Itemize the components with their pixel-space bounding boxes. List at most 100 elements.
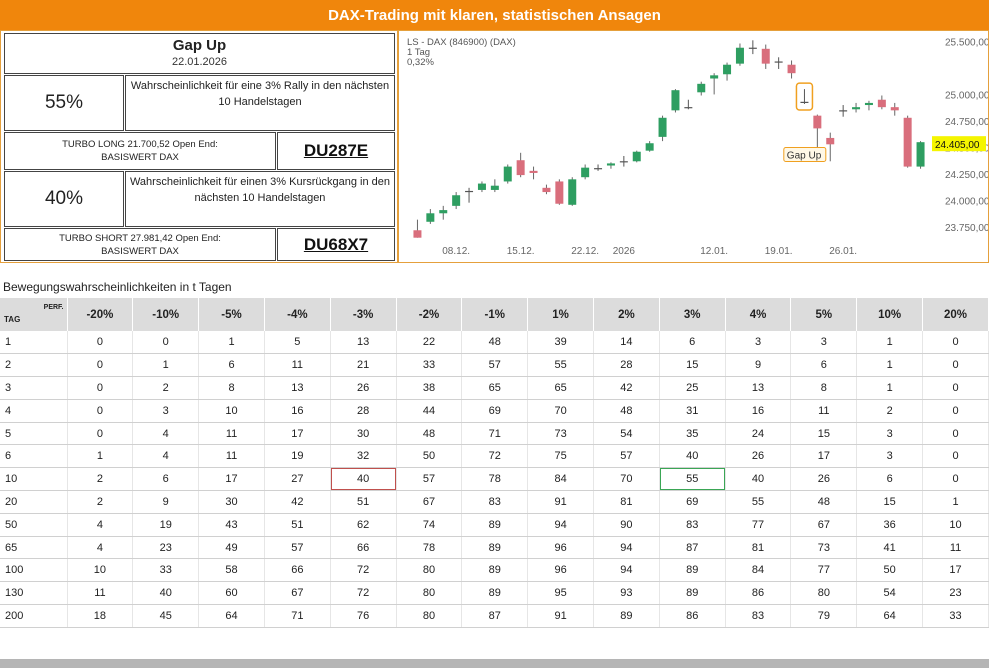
value-cell: 91	[527, 604, 594, 628]
day-cell: 200	[0, 604, 68, 628]
value-cell: 77	[790, 558, 858, 583]
value-cell: 9	[725, 353, 792, 378]
value-cell: 89	[461, 558, 529, 583]
value-cell: 25	[659, 376, 726, 400]
value-cell: 17	[922, 558, 989, 583]
value-cell: 15	[790, 422, 858, 446]
value-cell: 10	[198, 399, 265, 423]
short-turbo-line2: BASISWERT DAX	[101, 245, 179, 257]
table-header-row: TAG PERF. -20% -10% -5% -4% -3% -2% -1% 1% 2% 3% 4…	[0, 298, 989, 331]
value-cell: 64	[198, 604, 265, 628]
chart-legend-line: 0,32%	[407, 57, 434, 68]
candle-body	[542, 187, 551, 193]
table-row: 3 0 2 8 13 26 38 65 65 42 25 13 8 1 0	[0, 376, 989, 400]
short-turbo-line1: TURBO SHORT 27.981,42 Open End:	[59, 232, 221, 244]
candle-body	[426, 213, 435, 222]
column-header: 3%	[659, 298, 726, 331]
value-cell: 40	[725, 467, 792, 492]
value-cell: 6	[790, 353, 858, 378]
value-cell: 11	[264, 353, 331, 378]
gap-up-label: Gap Up	[787, 150, 822, 161]
y-tick-label: 24.000,00	[945, 197, 988, 208]
value-cell: 0	[67, 353, 134, 378]
y-tick-label: 25.500,00	[945, 37, 988, 48]
value-cell: 38	[396, 376, 463, 400]
value-cell: 84	[725, 558, 792, 583]
value-cell: 21	[330, 353, 397, 378]
candle-body	[568, 179, 577, 205]
value-cell: 1	[856, 331, 924, 355]
x-tick-label: 2026	[613, 246, 636, 257]
day-cell: 65	[0, 536, 68, 560]
value-cell: 50	[396, 444, 463, 469]
long-turbo-line1: TURBO LONG 21.700,52 Open End:	[62, 139, 218, 150]
table-row: 2 0 1 6 11 21 33 57 55 28 15 9 6 1 0	[0, 353, 989, 378]
x-tick-label: 08.12.	[442, 246, 470, 257]
value-cell: 23	[922, 581, 989, 606]
table-row: 100 10 33 58 66 72 80 89 96 94 89 84 77 50 17	[0, 558, 989, 583]
day-cell: 10	[0, 467, 68, 492]
value-cell: 19	[132, 513, 200, 537]
value-cell: 87	[659, 536, 726, 560]
candlestick-chart: 23.750,0024.000,0024.250,0024.500,0024.7…	[407, 37, 988, 257]
value-cell: 3	[132, 399, 200, 423]
value-cell: 1	[922, 490, 989, 514]
value-cell: 36	[856, 513, 924, 537]
column-header: 10%	[856, 298, 924, 331]
gap-up-label-box	[783, 146, 827, 162]
column-header: 1%	[527, 298, 594, 331]
value-cell: 55	[725, 490, 792, 514]
long-product-code[interactable]: DU287E	[277, 132, 395, 170]
value-cell: 84	[527, 467, 594, 492]
value-cell: 45	[132, 604, 200, 628]
value-cell: 8	[198, 376, 265, 400]
value-cell: 15	[856, 490, 924, 514]
value-cell: 74	[396, 513, 463, 537]
table-body: 1 0 0 1 5 13 22 48 39 14 6 3 3 1 0 2 0 1 6 11 21 33 57 55 28 15 9 6…	[0, 331, 989, 628]
x-tick-label: 12.01.	[700, 246, 728, 257]
value-cell: 23	[132, 536, 200, 560]
value-cell: 13	[330, 331, 397, 355]
value-cell: 0	[67, 399, 134, 423]
short-code-link[interactable]: DU68X7	[303, 234, 369, 254]
long-turbo-line2: BASISWERT DAX	[101, 152, 179, 163]
value-cell: 4	[132, 422, 200, 446]
value-cell: 83	[659, 513, 726, 537]
value-cell: 94	[593, 558, 660, 583]
value-cell: 10	[67, 558, 134, 583]
day-cell: 6	[0, 444, 68, 469]
long-description: Wahrscheinlichkeit für eine 3% Rally in …	[125, 75, 395, 131]
value-cell: 0	[922, 376, 989, 400]
long-turbo-info: TURBO LONG 21.700,52 Open End: BASISWERT…	[4, 132, 276, 170]
gap-up-marker	[795, 82, 814, 111]
table-row: 5 0 4 11 17 30 48 71 73 54 35 24 15 3 0	[0, 422, 989, 446]
value-cell: 8	[790, 376, 858, 400]
day-cell: 20	[0, 490, 68, 514]
day-cell: 100	[0, 558, 68, 583]
value-cell: 11	[922, 536, 989, 560]
value-cell: 44	[396, 399, 463, 423]
x-tick-label: 15.12.	[507, 246, 535, 257]
day-cell: 5	[0, 422, 68, 446]
candle-body	[735, 47, 744, 64]
short-turbo-info: TURBO SHORT 27.981,42 Open End: BASISWER…	[4, 228, 276, 261]
candle-body	[903, 117, 912, 167]
candle-body	[710, 75, 719, 79]
column-header: -20%	[67, 298, 134, 331]
table-title: Bewegungswahrscheinlichkeiten in t Tagen	[3, 280, 232, 294]
value-cell: 89	[461, 513, 529, 537]
value-cell: 41	[856, 536, 924, 560]
value-cell: 1	[198, 331, 265, 355]
candle-body	[477, 183, 486, 190]
candle-body	[490, 185, 499, 190]
value-cell: 2	[132, 376, 200, 400]
x-tick-label: 26.01.	[829, 246, 857, 257]
value-cell: 55	[527, 353, 594, 378]
value-cell: 10	[922, 513, 989, 537]
short-product-code[interactable]: DU68X7	[277, 228, 395, 261]
short-desc-text: Wahrscheinlichkeit für einen 3% Kursrück…	[129, 176, 391, 204]
long-code-link[interactable]: DU287E	[303, 141, 369, 160]
table-row: 6 1 4 11 19 32 50 72 75 57 40 26 17 3 0	[0, 444, 989, 469]
x-tick-label: 22.12.	[571, 246, 599, 257]
value-cell: 89	[593, 604, 660, 628]
